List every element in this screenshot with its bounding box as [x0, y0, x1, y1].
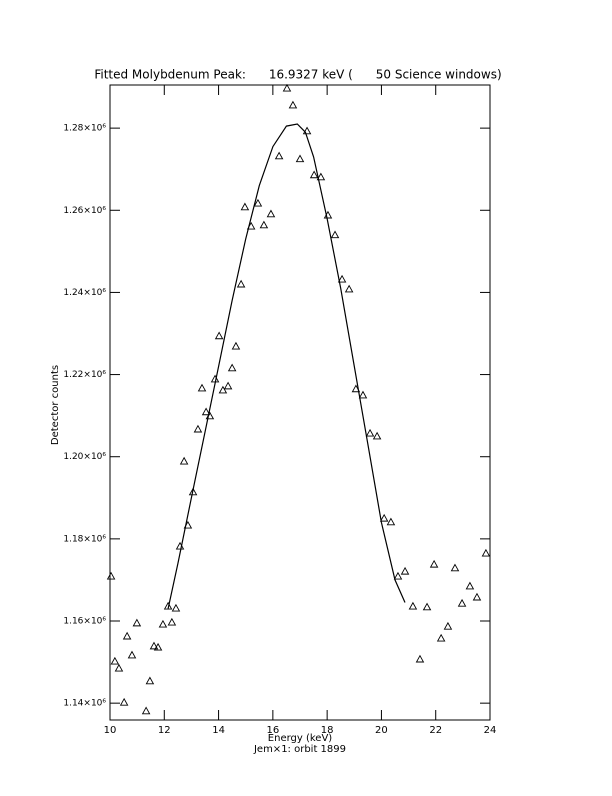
data-point — [127, 650, 137, 659]
y-tick-label: 1.14×10⁶ — [63, 699, 106, 709]
data-point — [316, 172, 326, 181]
data-point — [114, 663, 124, 672]
data-point — [429, 559, 439, 568]
data-point — [223, 381, 233, 390]
y-tick-label: 1.28×10⁶ — [63, 124, 106, 134]
data-point — [408, 601, 418, 610]
y-tick-label: 1.22×10⁶ — [63, 370, 106, 380]
x-tick-label: 12 — [158, 725, 171, 736]
plot-frame — [109, 84, 491, 721]
data-point — [188, 487, 198, 496]
data-point — [214, 331, 224, 340]
data-point — [436, 633, 446, 642]
data-point — [274, 151, 284, 160]
data-point — [106, 571, 116, 580]
data-point — [122, 631, 132, 640]
data-point — [393, 571, 403, 580]
fit-line — [167, 123, 406, 609]
x-tick-label: 24 — [484, 725, 497, 736]
data-point — [295, 154, 305, 163]
data-point — [163, 601, 173, 610]
data-point — [110, 656, 120, 665]
data-point — [450, 563, 460, 572]
x-tick-label: 20 — [375, 725, 388, 736]
y-tick-label: 1.26×10⁶ — [63, 206, 106, 216]
data-point — [457, 598, 467, 607]
data-point — [227, 363, 237, 372]
data-point — [149, 641, 159, 650]
data-point — [153, 642, 163, 651]
data-point — [465, 581, 475, 590]
data-point — [119, 697, 129, 706]
data-point — [400, 566, 410, 575]
data-point — [422, 602, 432, 611]
data-point — [266, 209, 276, 218]
data-point — [193, 424, 203, 433]
subtitle: Jem×1: orbit 1899 — [253, 744, 346, 755]
x-tick-label: 16 — [266, 725, 279, 736]
x-tick-label: 10 — [104, 725, 117, 736]
data-point — [415, 654, 425, 663]
data-point — [197, 383, 207, 392]
x-tick-label: 22 — [429, 725, 442, 736]
data-point — [443, 621, 453, 630]
x-tick-label: 14 — [212, 725, 225, 736]
data-point — [132, 618, 142, 627]
data-point — [365, 428, 375, 437]
data-point — [309, 170, 319, 179]
chart-title: Fitted Molybdenum Peak: 16.9327 keV ( 50… — [94, 68, 501, 82]
data-point — [179, 456, 189, 465]
data-point — [218, 385, 228, 394]
data-point — [141, 706, 151, 715]
y-tick-label: 1.18×10⁶ — [63, 534, 106, 544]
y-axis-label: Detector counts — [50, 365, 61, 445]
data-point — [379, 513, 389, 522]
x-axis-label: Energy (keV) — [268, 733, 333, 744]
data-point — [481, 548, 491, 557]
data-point — [259, 220, 269, 229]
data-point — [145, 676, 155, 685]
x-tick-label: 18 — [321, 725, 334, 736]
data-point — [171, 603, 181, 612]
data-point — [201, 407, 211, 416]
data-point — [358, 390, 368, 399]
data-point — [344, 284, 354, 293]
data-point — [372, 431, 382, 440]
y-tick-label: 1.16×10⁶ — [63, 617, 106, 627]
data-point — [231, 341, 241, 350]
data-point — [337, 274, 347, 283]
data-point — [288, 100, 298, 109]
data-point — [386, 517, 396, 526]
data-point — [302, 126, 312, 135]
data-point — [330, 230, 340, 239]
y-tick-label: 1.24×10⁶ — [63, 288, 106, 298]
y-tick-label: 1.20×10⁶ — [63, 452, 106, 462]
data-point — [253, 198, 263, 207]
data-point — [158, 619, 168, 628]
data-point — [472, 592, 482, 601]
data-point — [167, 617, 177, 626]
data-point — [236, 279, 246, 288]
data-point — [282, 83, 292, 92]
data-point — [240, 202, 250, 211]
